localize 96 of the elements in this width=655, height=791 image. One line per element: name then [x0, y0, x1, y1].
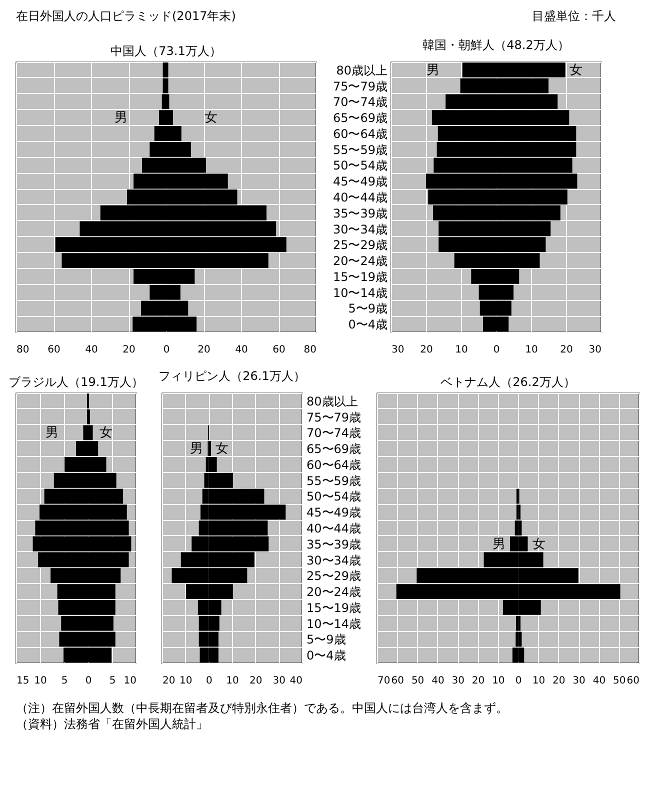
y-tick-label: 40〜44歳: [332, 190, 388, 204]
y-tick-label: 30〜34歳: [332, 222, 388, 236]
x-tick-label: 10: [492, 676, 505, 686]
x-tick-label: 40: [432, 676, 444, 686]
x-tick-label: 0: [206, 676, 212, 686]
x-tick-label: 0: [493, 344, 500, 356]
x-tick-label: 20: [198, 344, 210, 356]
series-label: 女: [204, 110, 218, 126]
series-label: 女: [569, 62, 582, 78]
x-tick-label: 30: [572, 676, 586, 686]
y-tick-label: 60〜64歳: [306, 458, 362, 472]
x-tick-label: 10: [226, 676, 239, 686]
y-tick-label: 0〜4歳: [348, 318, 388, 332]
x-tick-label: 0: [163, 344, 170, 356]
chart-title: 中国人（73.1万人）: [110, 44, 222, 58]
y-tick-label: 80歳以上: [336, 63, 388, 78]
x-tick-label: 70: [378, 676, 390, 686]
y-tick-label: 40〜44歳: [306, 522, 362, 536]
series-label: 女: [100, 426, 112, 441]
y-tick-label: 0〜4歳: [306, 648, 346, 663]
text: 目盛単位：千人: [532, 9, 616, 23]
chart-title: フィリピン人（26.1万人）: [158, 369, 306, 383]
chart-title: ベトナム人（26.2万人）: [440, 375, 576, 389]
y-tick-label: 65〜69歳: [332, 111, 388, 126]
x-tick-label: 80: [304, 344, 316, 356]
x-tick-label: 0: [515, 676, 522, 686]
series-label: 男: [190, 442, 204, 457]
x-tick-label: 30: [272, 676, 286, 686]
y-tick-label: 50〜54歳: [332, 158, 388, 173]
x-tick-label: 10: [34, 676, 47, 686]
text: 男: [114, 110, 128, 126]
x-tick-label: 40: [85, 344, 98, 356]
y-tick-label: 70〜74歳: [306, 426, 362, 440]
x-tick-label: 20: [162, 676, 176, 686]
y-tick-label: 55〜59歳: [306, 474, 362, 488]
y-tick-label: 45〜49歳: [332, 174, 388, 189]
x-tick-label: 20: [552, 676, 566, 686]
y-tick-label: 70〜74歳: [332, 95, 388, 110]
y-tick-label: 75〜79歳: [332, 79, 388, 94]
y-tick-label: 15〜19歳: [332, 270, 388, 284]
y-tick-label: 15〜19歳: [306, 600, 362, 615]
y-tick-label: 60〜64歳: [332, 126, 388, 141]
series-label: 女: [532, 536, 546, 552]
x-tick-label: 10: [455, 344, 468, 356]
x-tick-label: 40: [235, 344, 248, 356]
x-tick-label: 15: [16, 676, 30, 686]
y-tick-label: 55〜59歳: [332, 142, 388, 157]
y-tick-label: 10〜14歳: [306, 616, 362, 631]
x-tick-label: 30: [392, 344, 404, 356]
x-tick-label: 40: [592, 676, 606, 686]
x-tick-label: 50: [411, 676, 424, 686]
y-tick-label: 65〜69歳: [306, 442, 362, 456]
y-tick-label: 20〜24歳: [332, 254, 388, 268]
text: （資料）法務省「在留外国人統計」: [16, 717, 208, 731]
chart-title: ブラジル人（19.1万人）: [8, 375, 144, 389]
x-tick-label: 50: [612, 676, 626, 686]
y-tick-label: 20〜24歳: [306, 585, 362, 600]
x-tick-label: 20: [560, 344, 573, 356]
x-tick-label: 20: [249, 676, 262, 686]
y-tick-label: 5〜9歳: [306, 632, 346, 647]
x-tick-label: 5: [109, 676, 116, 686]
x-tick-label: 5: [61, 676, 68, 686]
x-tick-label: 10: [532, 676, 546, 686]
x-tick-label: 20: [472, 676, 485, 686]
y-tick-label: 25〜29歳: [332, 238, 388, 252]
chart-title: 韓国・朝鮮人（48.2万人）: [422, 38, 570, 52]
x-tick-label: 10: [179, 676, 192, 686]
x-tick-label: 60: [391, 676, 404, 686]
y-tick-label: 25〜29歳: [306, 569, 362, 584]
y-tick-label: 35〜39歳: [306, 537, 362, 552]
series-label: 男: [426, 62, 440, 78]
x-tick-label: 20: [420, 344, 433, 356]
x-tick-label: 60: [272, 344, 286, 356]
x-tick-label: 20: [122, 344, 136, 356]
x-tick-label: 60: [626, 676, 640, 686]
y-tick-label: 45〜49歳: [306, 506, 362, 520]
x-tick-label: 80: [16, 344, 30, 356]
series-label: 男: [46, 426, 58, 441]
y-tick-label: 35〜39歳: [332, 206, 388, 220]
text: 在日外国人の人口ピラミッド(2017年末): [16, 9, 236, 23]
x-tick-label: 30: [452, 676, 464, 686]
x-tick-label: 10: [124, 676, 136, 686]
series-label: 女: [216, 442, 228, 457]
x-tick-label: 30: [588, 344, 602, 356]
x-tick-label: 0: [85, 676, 92, 686]
y-tick-label: 10〜14歳: [332, 286, 388, 300]
y-tick-label: 30〜34歳: [306, 553, 362, 568]
x-tick-label: 60: [48, 344, 60, 356]
y-tick-label: 50〜54歳: [306, 490, 362, 504]
series-label: 男: [492, 536, 506, 552]
y-tick-label: 75〜79歳: [306, 410, 362, 424]
text: （注）在留外国人数（中長期在留者及び特別永住者）である。中国人には台湾人を含まず。: [16, 701, 508, 715]
y-tick-label: 5〜9歳: [348, 302, 388, 316]
x-tick-label: 10: [525, 344, 538, 356]
x-tick-label: 40: [290, 676, 302, 686]
y-tick-label: 80歳以上: [306, 394, 358, 408]
